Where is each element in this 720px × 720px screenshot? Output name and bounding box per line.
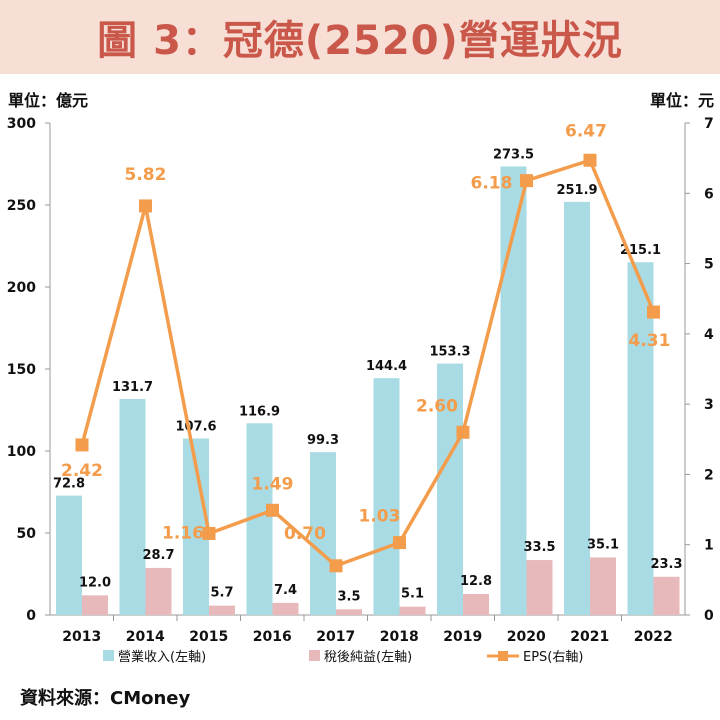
x-tick-label: 2018 (380, 629, 419, 645)
net-income-data-label: 7.4 (274, 583, 297, 598)
x-tick-label: 2015 (189, 629, 228, 645)
y-right-tick-label: 4 (704, 327, 714, 343)
legend-revenue-label: 營業收入(左軸) (118, 649, 206, 665)
eps-marker (329, 559, 343, 573)
y-left-tick-label: 100 (7, 444, 36, 460)
net-income-bar (336, 609, 362, 615)
y-right-tick-label: 6 (704, 186, 714, 202)
net-income-data-label: 12.8 (460, 574, 492, 589)
eps-marker (266, 503, 279, 517)
eps-data-label: 0.70 (284, 524, 326, 544)
revenue-data-label: 251.9 (556, 183, 597, 198)
x-tick-label: 2017 (316, 629, 355, 645)
legend-eps-marker (498, 651, 508, 661)
eps-data-label: 2.42 (61, 461, 103, 481)
revenue-bar (500, 166, 527, 615)
legend-net-income-label: 稅後純益(左軸) (324, 650, 412, 665)
revenue-bar (56, 495, 82, 615)
eps-data-label: 5.82 (125, 165, 167, 185)
x-tick-label: 2020 (507, 629, 546, 645)
net-income-data-label: 12.0 (79, 575, 111, 590)
x-tick-label: 2014 (126, 629, 165, 645)
chart-title: 圖 3：冠德(2520)營運狀況 (97, 18, 623, 64)
net-income-data-label: 23.3 (650, 557, 682, 572)
legend-eps-label: EPS(右軸) (523, 650, 583, 665)
legend-net-income-swatch (309, 650, 320, 661)
y-left-tick-label: 200 (7, 280, 36, 296)
x-tick-label: 2022 (634, 629, 673, 645)
revenue-bar (437, 363, 463, 615)
net-income-bar (82, 595, 108, 615)
eps-data-label: 1.16 (162, 523, 204, 543)
net-income-bar (399, 606, 426, 615)
revenue-data-label: 273.5 (493, 147, 534, 162)
source-note: 資料來源：CMoney (20, 688, 191, 709)
net-income-bar (653, 576, 680, 615)
y-left-tick-label: 50 (17, 526, 37, 542)
revenue-data-label: 107.6 (175, 420, 216, 435)
net-income-bar (145, 567, 172, 615)
net-income-data-label: 33.5 (523, 540, 555, 555)
x-tick-label: 2016 (253, 629, 292, 645)
y-right-tick-label: 1 (704, 538, 714, 554)
revenue-data-label: 72.8 (53, 477, 85, 492)
x-tick-label: 2019 (443, 629, 482, 645)
eps-data-label: 6.47 (565, 121, 607, 141)
eps-marker (583, 153, 597, 167)
eps-marker (456, 425, 470, 439)
revenue-bar (564, 201, 590, 615)
eps-marker (520, 174, 533, 188)
eps-data-label: 4.31 (629, 331, 671, 351)
y-left-tick-label: 0 (26, 608, 36, 624)
net-income-data-label: 5.1 (401, 587, 424, 602)
net-income-bar (590, 557, 616, 615)
y-right-tick-label: 3 (704, 397, 714, 413)
y-left-tick-label: 300 (7, 116, 36, 132)
right-axis-unit: 單位：元 (649, 91, 714, 110)
x-tick-label: 2021 (570, 629, 609, 645)
net-income-bar (463, 594, 489, 615)
revenue-bar (627, 262, 654, 615)
eps-marker (75, 438, 89, 452)
eps-marker (393, 536, 406, 550)
net-income-data-label: 5.7 (210, 586, 233, 601)
y-right-tick-label: 0 (704, 608, 714, 624)
revenue-bar (310, 452, 336, 615)
x-tick-label: 2013 (62, 629, 101, 645)
y-right-tick-label: 5 (704, 257, 714, 273)
y-left-tick-label: 250 (7, 198, 36, 214)
y-right-tick-label: 7 (704, 116, 714, 132)
eps-data-label: 6.18 (471, 174, 513, 194)
revenue-data-label: 131.7 (112, 380, 153, 395)
net-income-data-label: 35.1 (587, 537, 619, 552)
net-income-bar (209, 605, 235, 615)
eps-data-label: 2.60 (416, 396, 458, 416)
revenue-data-label: 144.4 (366, 359, 407, 374)
net-income-data-label: 3.5 (337, 589, 360, 604)
eps-marker (647, 305, 660, 319)
eps-data-label: 1.03 (359, 507, 401, 527)
revenue-data-label: 153.3 (429, 345, 470, 360)
revenue-bar (119, 399, 146, 615)
y-right-tick-label: 2 (704, 467, 714, 483)
eps-marker (139, 199, 152, 213)
net-income-bar (526, 560, 553, 615)
left-axis-unit: 單位：億元 (8, 91, 89, 110)
revenue-data-label: 116.9 (239, 404, 280, 419)
net-income-data-label: 28.7 (142, 548, 174, 563)
y-left-tick-label: 150 (7, 362, 36, 378)
revenue-data-label: 99.3 (307, 433, 339, 448)
eps-data-label: 1.49 (252, 474, 294, 494)
title-band: 圖 3：冠德(2520)營運狀況 (0, 0, 720, 74)
eps-line (80, 158, 656, 568)
net-income-bar (272, 602, 299, 615)
eps-marker (202, 526, 216, 540)
legend-revenue-swatch (103, 650, 114, 661)
revenue-bar (373, 378, 400, 615)
